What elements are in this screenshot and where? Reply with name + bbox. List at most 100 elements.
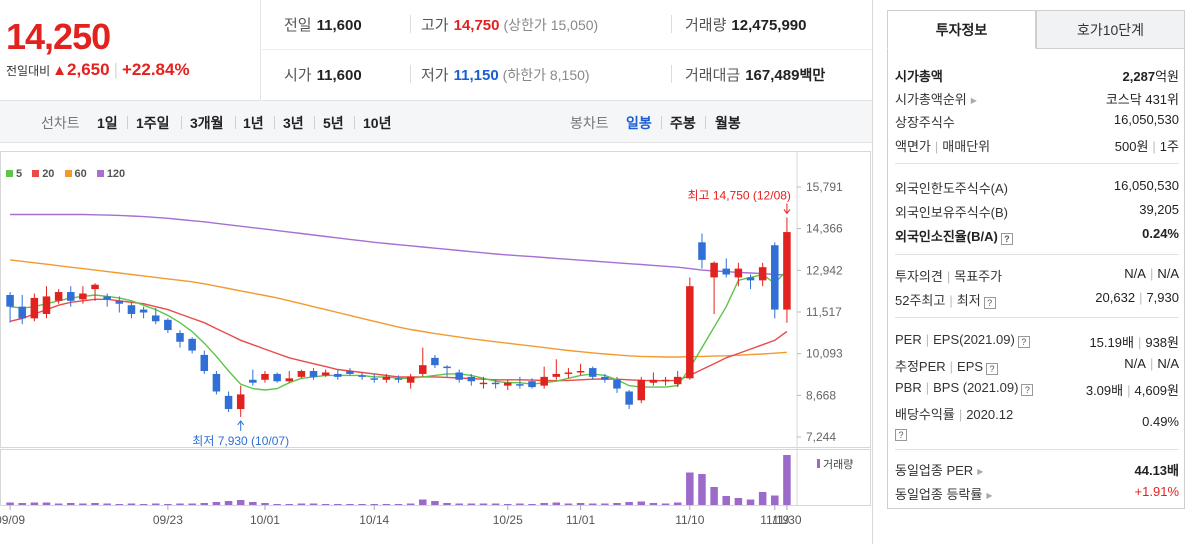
candle-body — [236, 394, 245, 410]
sector-per-row[interactable]: 동일업종 PER ▶ 44.13배 — [895, 463, 1179, 478]
trade-amount: 거래대금 167,489백만 — [685, 67, 826, 84]
volume-bar — [115, 504, 124, 505]
volume-bar — [783, 455, 791, 505]
volume-bar — [588, 503, 597, 505]
period-10y[interactable]: 10년 — [363, 115, 392, 131]
candle-body — [710, 262, 718, 278]
help-icon[interactable]: ? — [986, 363, 999, 375]
candle-body — [443, 366, 451, 369]
candle-body — [370, 378, 378, 380]
candle-weekly[interactable]: 주봉 — [670, 115, 696, 131]
volume-bar — [540, 503, 548, 505]
volume-bar — [601, 503, 609, 505]
candle-body — [91, 284, 99, 290]
divider: | — [113, 60, 118, 79]
candle-body — [6, 294, 14, 307]
volume-bar — [771, 495, 779, 505]
help-icon[interactable]: ? — [1021, 384, 1034, 396]
candle-body — [419, 365, 427, 374]
stock-chart: 5 20 60 120 15,791 14,366 12,942 11,517 10,0… — [0, 143, 872, 544]
candle-body — [540, 376, 548, 386]
period-1d[interactable]: 1일 — [97, 115, 118, 131]
divider — [410, 15, 411, 33]
candle-body — [54, 292, 63, 301]
candle-body — [516, 384, 524, 386]
volume-bar — [673, 502, 682, 505]
period-3y[interactable]: 3년 — [283, 115, 304, 131]
volume-bar — [686, 472, 694, 505]
candle-body — [637, 379, 646, 401]
pbr-row: PBR | BPS (2021.09)? 3.09배 | 4,609원 — [895, 380, 1179, 398]
help-icon[interactable]: ? — [983, 297, 996, 309]
candle-body — [309, 371, 318, 377]
low-annotation: 최저 7,930 (10/07) — [192, 434, 289, 448]
candle-monthly[interactable]: 월봉 — [715, 115, 741, 131]
period-5y[interactable]: 5년 — [323, 115, 344, 131]
y-tick-label: 7,244 — [806, 430, 836, 444]
help-icon[interactable]: ? — [1000, 233, 1013, 245]
candle-body — [188, 338, 196, 351]
candle-body — [686, 286, 694, 379]
help-icon[interactable]: ? — [895, 429, 907, 441]
help-icon[interactable]: ? — [1017, 336, 1030, 348]
listed-shares-row: 상장주식수 16,050,530 — [895, 112, 1179, 130]
divider — [354, 116, 355, 129]
low-arrow-head — [237, 420, 245, 426]
volume-bar — [564, 503, 573, 505]
up-arrow-icon: ▲ — [52, 62, 68, 79]
sector-change-row[interactable]: 동일업종 등락률 ▶ +1.91% — [895, 484, 1179, 502]
candle-body — [746, 277, 755, 281]
candle-body — [734, 268, 743, 278]
divider — [671, 15, 672, 33]
tab-invest-info[interactable]: 투자정보 — [887, 10, 1036, 49]
volume-bar — [479, 503, 488, 505]
volume-bar — [309, 503, 318, 505]
candle-body — [224, 395, 233, 410]
candle-body — [212, 373, 221, 392]
market-cap-row: 시가총액 2,287억원 — [895, 69, 1179, 84]
volume-bar — [637, 501, 646, 505]
period-1w[interactable]: 1주일 — [136, 115, 170, 131]
candle-body — [176, 332, 184, 342]
dividend-row: 배당수익률 | 2020.12? 0.49% — [895, 407, 1179, 441]
ma60-line — [10, 259, 787, 358]
info-tabs: 투자정보 호가10단계 — [887, 10, 1185, 49]
candle-body — [576, 371, 585, 373]
candle-body — [200, 354, 209, 372]
candle-body — [334, 373, 342, 377]
tab-orderbook[interactable]: 호가10단계 — [1036, 10, 1185, 49]
candle-body — [722, 268, 731, 275]
candle-daily[interactable]: 일봉 — [626, 115, 652, 131]
period-toolbar: 선차트 1일 1주일 3개월 1년 3년 5년 10년 봉차트 일봉 주봉 월봉 — [0, 101, 872, 143]
candle-body — [431, 357, 439, 366]
candle-body — [552, 373, 561, 377]
x-tick-label: 09/09 — [0, 513, 25, 527]
volume-bar — [503, 504, 512, 505]
change-label: 전일대비 — [6, 64, 51, 78]
line-chart-label: 선차트 — [41, 115, 80, 131]
volume-label: 거래량 — [823, 458, 853, 471]
legend-swatch — [96, 170, 104, 177]
period-3m[interactable]: 3개월 — [190, 115, 224, 131]
foreign-ratio-row: 외국인소진율(B/A)? 0.24% — [895, 226, 1179, 245]
volume-bar — [200, 503, 209, 505]
divider — [895, 163, 1179, 164]
candle-body — [758, 267, 767, 281]
period-1y[interactable]: 1년 — [243, 115, 264, 131]
foreign-hold-row: 외국인보유주식수(B) 39,205 — [895, 202, 1179, 220]
volume: 거래량 12,475,990 — [685, 17, 807, 34]
candle-body — [613, 379, 621, 389]
volume-bar — [249, 502, 257, 505]
volume-bar — [188, 503, 196, 505]
legend-swatch — [32, 170, 40, 177]
price-plot-frame — [0, 151, 871, 448]
change-percent: +22.84% — [122, 60, 190, 79]
candle-body — [673, 376, 682, 385]
chart-canvas[interactable]: 15,791 14,366 12,942 11,517 10,093 8,668 7,244… — [0, 143, 872, 544]
volume-bar — [613, 503, 621, 505]
volume-bar — [42, 502, 51, 505]
candle-body — [346, 371, 354, 374]
volume-bar — [127, 503, 136, 505]
chart-legend: 5 20 60 120 — [6, 168, 132, 180]
market-rank-row[interactable]: 시가총액순위 ▶ 코스닥 431위 — [895, 92, 1179, 107]
